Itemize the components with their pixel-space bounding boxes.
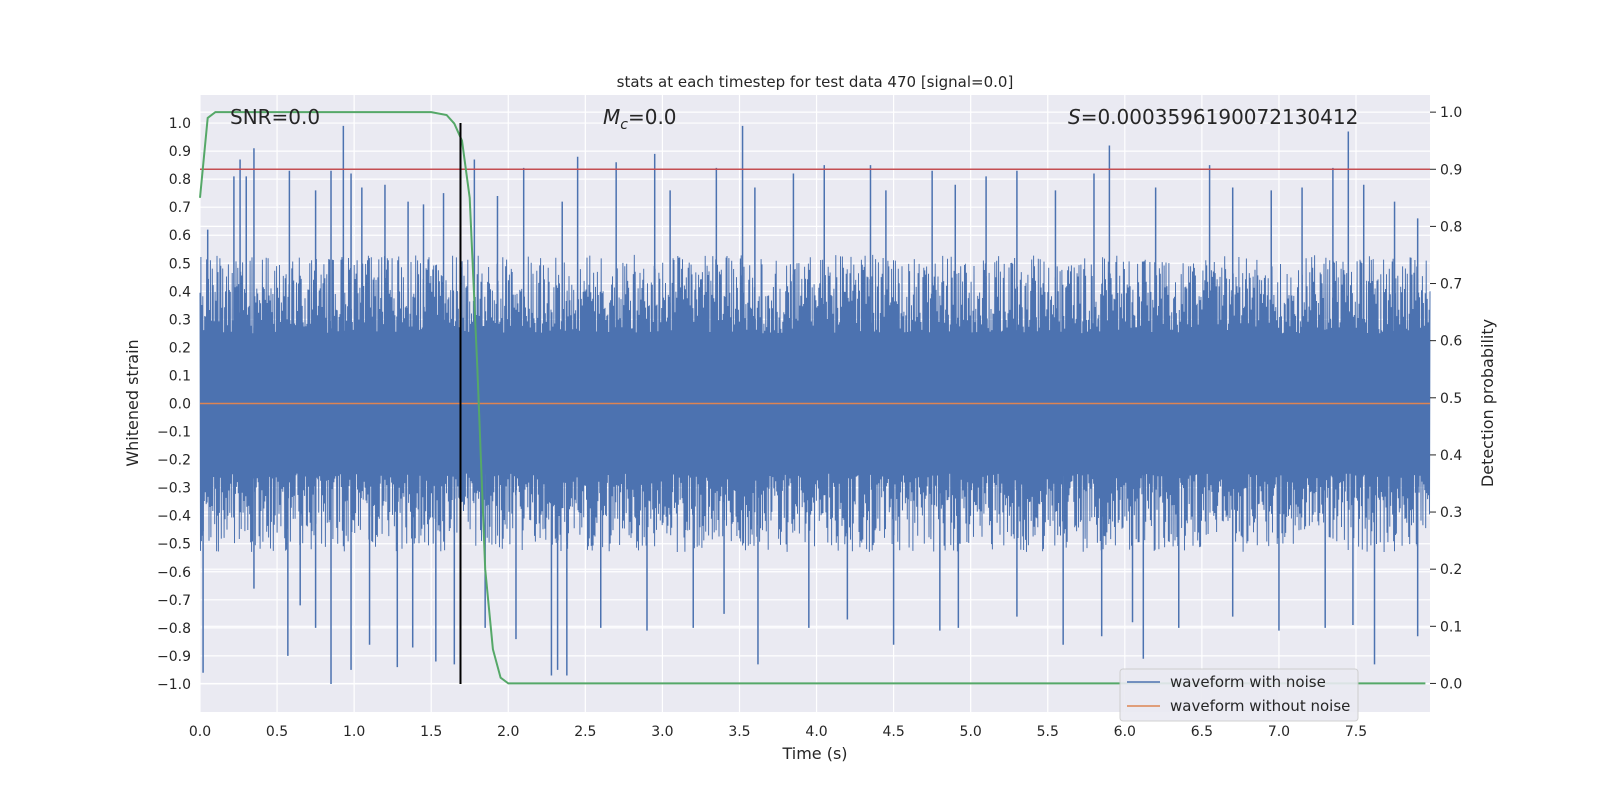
x-tick-label: 2.5 [574,724,596,740]
y-tick-label: −0.5 [157,537,191,553]
y2-tick-label: 0.3 [1440,505,1462,521]
y2-tick-label: 0.2 [1440,562,1462,578]
mc-value: =0.0 [628,105,677,129]
s-value: =0.0003596190072130412 [1081,105,1359,129]
y-tick-label: −0.8 [157,621,191,637]
x-tick-label: 2.0 [497,724,519,740]
mc-subscript: c [620,117,628,133]
legend-label-with-noise: waveform with noise [1170,673,1326,691]
snr-annotation: SNR=0.0 [230,105,320,129]
x-tick-label: 3.0 [651,724,673,740]
s-symbol: S [1068,105,1081,129]
x-tick-label: 4.5 [882,724,904,740]
y-tick-label: 0.4 [169,284,191,300]
y-tick-label: 0.0 [169,397,191,413]
x-tick-label: 7.5 [1345,724,1367,740]
y-tick-label: −0.1 [157,425,191,441]
y-tick-label: 0.3 [169,312,191,328]
y2-tick-label: 0.4 [1440,448,1462,464]
series-detection-probability [199,111,1426,685]
y-axis-label: Whitened strain [123,339,142,466]
x-tick-label: 6.0 [1114,724,1136,740]
y-tick-label: 0.6 [169,228,191,244]
x-tick-label: 6.5 [1191,724,1213,740]
x-tick-label: 3.5 [728,724,750,740]
x-tick-label: 0.0 [189,724,211,740]
y-tick-label: 1.0 [169,116,191,132]
y-tick-label: −0.3 [157,481,191,497]
y2-tick-label: 0.5 [1440,391,1462,407]
x-tick-label: 4.0 [805,724,827,740]
y2-tick-label: 1.0 [1440,105,1462,121]
mc-symbol: M [603,105,620,129]
y-tick-label: −0.6 [157,565,191,581]
y-tick-label: −0.4 [157,509,191,525]
y2-axis-label: Detection probability [1478,319,1497,487]
y2-tick-label: 0.0 [1440,676,1462,692]
y-tick-label: −1.0 [157,677,191,693]
y-tick-label: 0.7 [169,200,191,216]
y-tick-label: 0.1 [169,368,191,384]
y2-tick-label: 0.7 [1440,277,1462,293]
legend-box [1119,668,1359,722]
x-tick-label: 7.0 [1268,724,1290,740]
y2-tick-labels: 1.0 0.9 0.8 0.7 0.6 0.5 0.4 0.3 0.2 0.1 0.0 [1430,105,1462,692]
y2-tick-label: 0.8 [1440,219,1462,235]
legend-label-without-noise: waveform without noise [1170,697,1350,715]
x-tick-label: 5.5 [1037,724,1059,740]
y2-tick-label: 0.6 [1440,334,1462,350]
x-tick-label: 5.0 [960,724,982,740]
legend: waveform with noise waveform without noi… [1119,668,1359,722]
x-axis-label: Time (s) [781,744,847,763]
y-tick-label: 0.9 [169,144,191,160]
y-tick-label: −0.9 [157,649,191,665]
y-tick-label: 0.5 [169,256,191,272]
mc-annotation: Mc=0.0 [603,105,677,133]
y-tick-label: −0.2 [157,453,191,469]
chart-title: stats at each timestep for test data 470… [617,73,1014,91]
y-tick-label: 0.8 [169,172,191,188]
y2-tick-label: 0.1 [1440,619,1462,635]
y-tick-label: −0.7 [157,593,191,609]
y-tick-label: 0.2 [169,340,191,356]
x-tick-labels: 0.0 0.5 1.0 1.5 2.0 2.5 3.0 3.5 4.0 4.5 5.0 5.5 6.0 6… [189,724,1367,740]
x-tick-label: 0.5 [266,724,288,740]
y-tick-labels: 1.0 0.9 0.8 0.7 0.6 0.5 0.4 0.3 0.2 0.1 0.0 −0.1 −0.… [157,116,191,693]
x-tick-label: 1.5 [420,724,442,740]
x-tick-label: 1.0 [343,724,365,740]
s-annotation: S=0.0003596190072130412 [1068,105,1358,129]
y2-tick-label: 0.9 [1440,162,1462,178]
